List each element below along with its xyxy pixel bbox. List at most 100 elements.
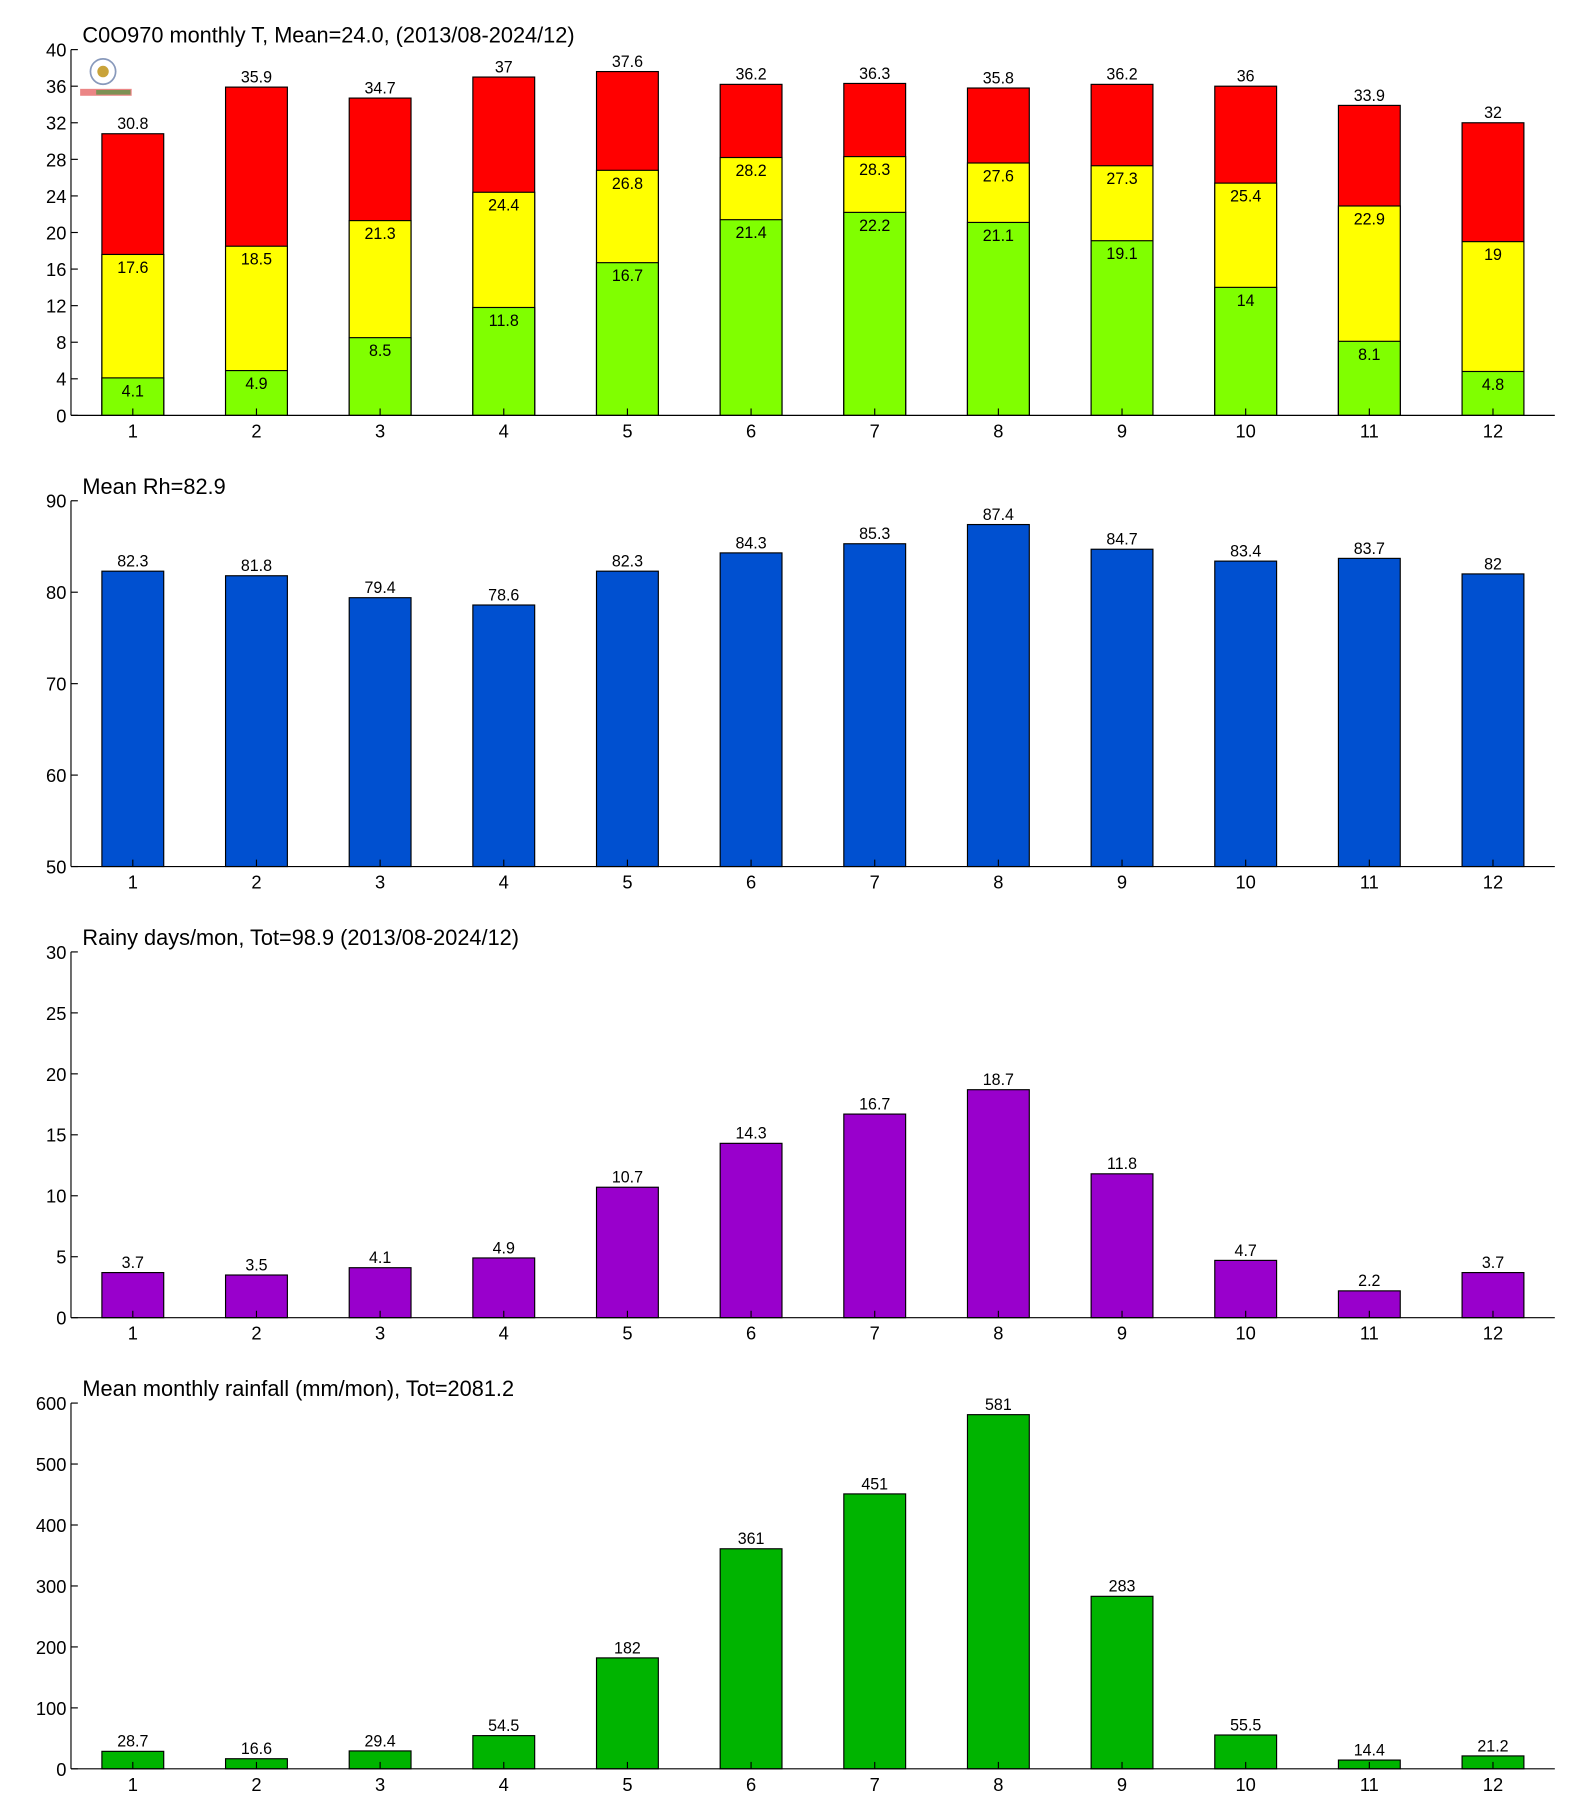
y-tick-label: 80 [46,582,66,603]
x-tick-label: 12 [1483,420,1503,441]
x-tick-label: 7 [870,871,880,892]
x-tick-label: 9 [1117,871,1127,892]
value-label: 21.1 [983,227,1014,245]
value-label: 182 [614,1639,641,1657]
bar [843,1493,907,1770]
value-label: 85.3 [859,525,890,543]
value-label: 21.4 [735,224,766,242]
bar [719,219,783,416]
value-label: 36 [1237,68,1255,86]
value-label: 16.6 [241,1740,272,1758]
y-tick-label: 16 [46,259,66,280]
x-tick-label: 6 [746,1774,756,1795]
x-tick-label: 9 [1117,420,1127,441]
value-label: 17.6 [117,259,148,277]
bar [595,1657,659,1770]
y-tick-label: 0 [56,1759,66,1780]
value-label: 36.2 [1106,66,1137,84]
bar [966,221,1030,416]
y-tick-label: 90 [46,491,66,512]
y-tick-label: 50 [46,856,66,877]
bar [719,1142,783,1319]
value-label: 87.4 [983,506,1014,524]
x-tick-label: 5 [622,871,632,892]
x-tick-label: 1 [128,420,138,441]
chart-title: Mean monthly rainfall (mm/mon), Tot=2081… [82,1376,514,1401]
chart-title: Rainy days/mon, Tot=98.9 (2013/08-2024/1… [82,925,519,950]
x-tick-label: 12 [1483,1774,1503,1795]
value-label: 28.2 [735,162,766,180]
value-label: 54.5 [488,1717,519,1735]
value-label: 37 [495,58,513,76]
value-label: 82 [1484,555,1502,573]
x-tick-label: 9 [1117,1774,1127,1795]
value-label: 34.7 [365,79,396,97]
value-label: 28.7 [117,1733,148,1751]
y-tick-label: 20 [46,222,66,243]
value-label: 16.7 [612,267,643,285]
bar [348,337,412,416]
bar [101,570,165,868]
x-tick-label: 4 [499,420,509,441]
x-tick-label: 2 [251,1774,261,1795]
value-label: 22.9 [1354,210,1385,228]
value-label: 14.3 [735,1125,766,1143]
bar [966,1414,1030,1770]
bar [843,543,907,868]
bar [719,1548,783,1770]
bar [719,552,783,868]
value-label: 4.9 [493,1239,515,1257]
y-tick-label: 15 [46,1125,66,1146]
x-tick-label: 10 [1235,871,1255,892]
bar [595,262,659,416]
x-tick-label: 6 [746,1323,756,1344]
y-tick-label: 200 [36,1637,67,1658]
x-tick-label: 2 [251,1323,261,1344]
value-label: 55.5 [1230,1716,1261,1734]
value-label: 3.7 [1482,1254,1504,1272]
bar [595,570,659,868]
value-label: 14.4 [1354,1741,1385,1759]
value-label: 82.3 [117,553,148,571]
value-label: 27.3 [1106,170,1137,188]
value-label: 28.3 [859,161,890,179]
bar [1090,1595,1154,1770]
value-label: 35.9 [241,68,272,86]
value-label: 36.2 [735,66,766,84]
value-label: 26.8 [612,175,643,193]
x-tick-label: 2 [251,420,261,441]
value-label: 4.9 [245,375,267,393]
bar [1090,240,1154,416]
value-label: 3.5 [245,1256,267,1274]
y-tick-label: 70 [46,674,66,695]
value-label: 4.8 [1482,376,1504,394]
x-tick-label: 7 [870,1323,880,1344]
bar [1214,1259,1278,1319]
bar [472,306,536,416]
y-tick-label: 24 [46,186,66,207]
bar [1214,286,1278,416]
value-label: 25.4 [1230,188,1261,206]
y-tick-label: 36 [46,76,66,97]
y-tick-label: 32 [46,113,66,134]
value-label: 21.3 [365,225,396,243]
value-label: 8.1 [1358,346,1380,364]
y-tick-label: 40 [46,39,66,60]
value-label: 16.7 [859,1095,890,1113]
value-label: 19 [1484,246,1502,264]
value-label: 83.4 [1230,542,1261,560]
bar [224,370,288,416]
bar [1337,557,1401,868]
value-label: 29.4 [365,1732,396,1750]
y-tick-label: 28 [46,149,66,170]
value-label: 451 [861,1475,888,1493]
bar [224,575,288,868]
value-label: 22.2 [859,217,890,235]
value-label: 84.3 [735,534,766,552]
x-tick-label: 1 [128,1323,138,1344]
value-label: 36.3 [859,65,890,83]
x-tick-label: 10 [1235,1774,1255,1795]
bar [472,604,536,868]
